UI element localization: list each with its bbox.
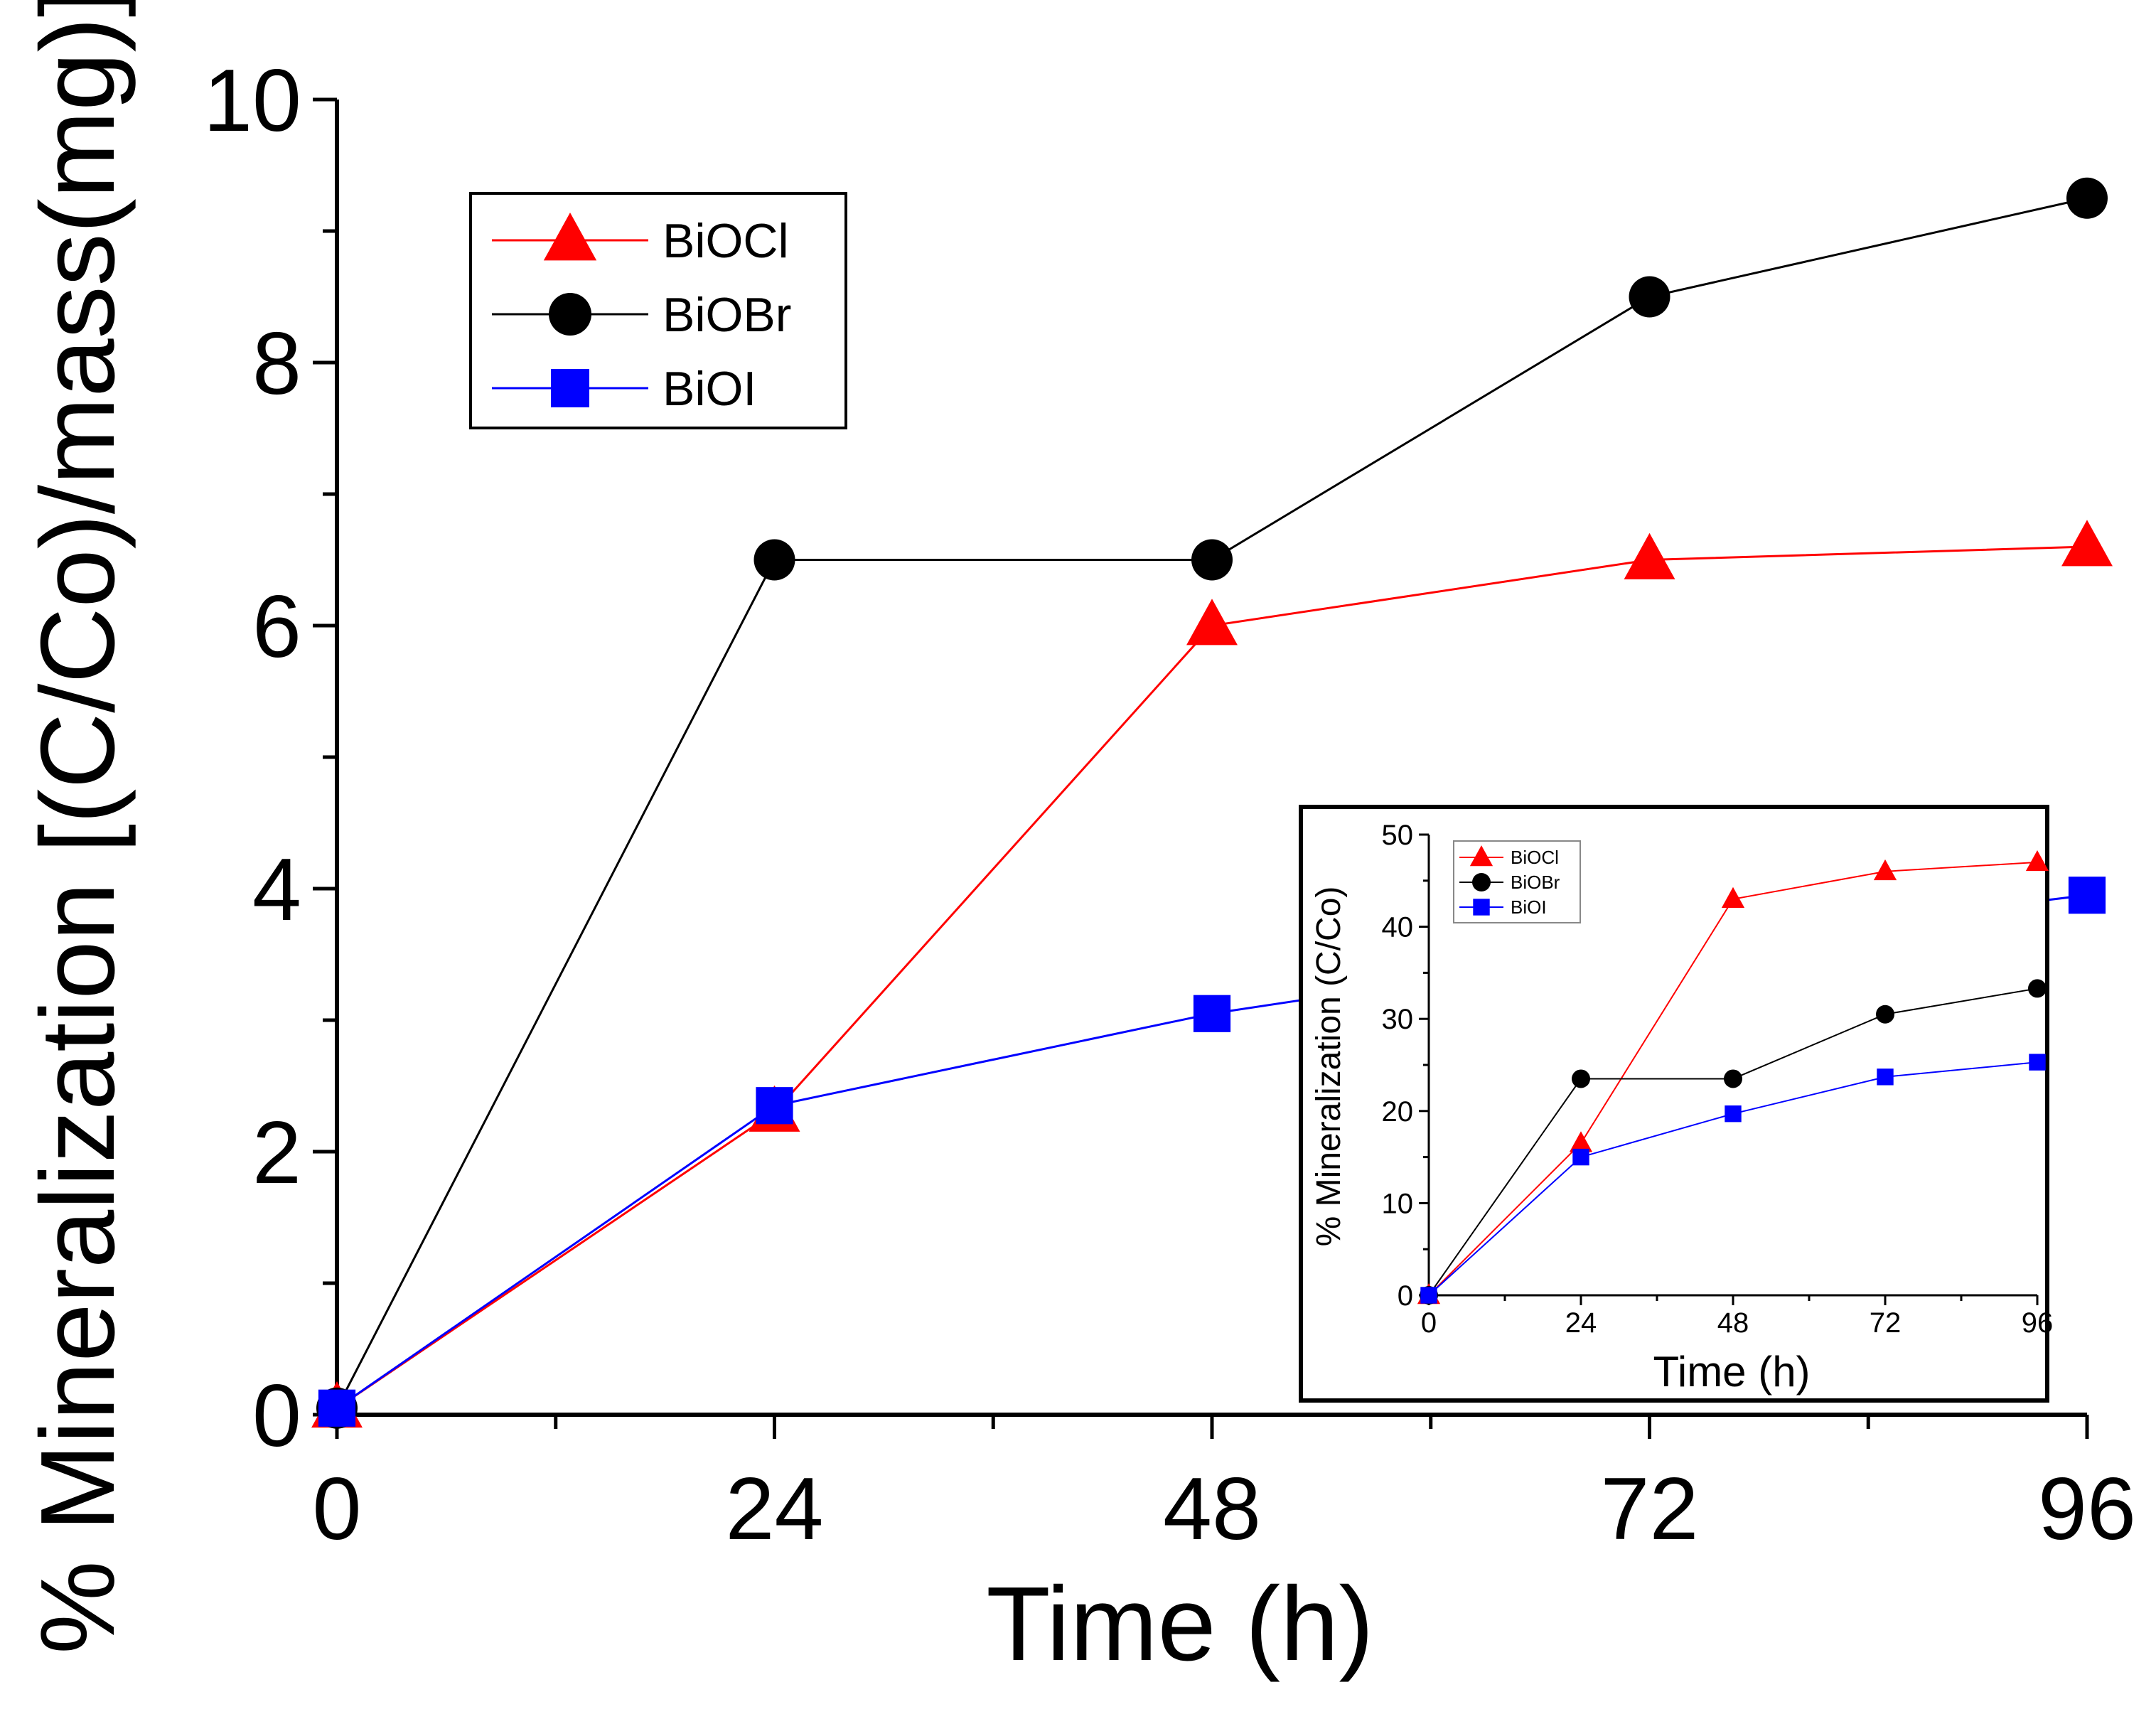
main-bioi-point: [318, 1389, 356, 1427]
main-legend-item-biobr: BiOBr: [492, 288, 791, 342]
inset-bioi-point: [1877, 1068, 1894, 1086]
main-x-tick-label: 0: [313, 1460, 362, 1558]
inset-legend-item-biocl: BiOCl: [1459, 845, 1559, 868]
main-legend-item-bioi: BiOI: [492, 362, 756, 416]
main-biocl-point: [1624, 532, 1675, 579]
inset-x-tick-label: 24: [1565, 1307, 1597, 1339]
inset-biocl-point: [1721, 887, 1745, 909]
inset-legend-marker-bioi: [1473, 899, 1490, 916]
inset-biobr-point: [1724, 1069, 1742, 1088]
inset-biocl-point: [1873, 859, 1897, 881]
inset-x-tick-label: 72: [1870, 1307, 1902, 1339]
inset-y-tick-label: 20: [1382, 1096, 1414, 1128]
inset-y-tick-label: 0: [1398, 1280, 1413, 1312]
main-y-tick-label: 0: [252, 1367, 301, 1465]
inset-bioi-point: [1725, 1105, 1742, 1123]
main-x-tick-label: 48: [1163, 1460, 1261, 1558]
main-legend-marker-biobr: [549, 293, 591, 336]
main-biocl-point: [1186, 599, 1238, 646]
inset-legend-marker-biocl: [1469, 845, 1493, 867]
inset-y-tick-label: 40: [1382, 912, 1414, 943]
inset-legend: BiOCl BiOBr BiOI: [1453, 840, 1581, 923]
main-biobr-point: [2066, 177, 2108, 219]
main-legend-label-biobr: BiOBr: [663, 288, 791, 342]
inset-series-layer: [1417, 850, 2049, 1305]
inset-x-tick-label: 48: [1717, 1307, 1749, 1339]
main-biobr-point: [1629, 276, 1670, 318]
inset-legend-label-bioi: BiOI: [1511, 896, 1547, 918]
main-biobr-point: [753, 539, 795, 581]
main-legend: BiOCl BiOBr BiOI: [469, 192, 847, 429]
inset-legend-item-bioi: BiOI: [1459, 896, 1547, 918]
main-y-axis-title: % Mineralization [(C/Co)/mass(mg)]: [19, 0, 136, 1654]
main-x-tick-label: 96: [2038, 1460, 2136, 1558]
main-legend-label-bioi: BiOI: [663, 362, 756, 416]
inset-y-tick-label: 50: [1382, 820, 1414, 851]
main-biobr-point: [1191, 539, 1233, 581]
inset-legend-marker-biobr: [1472, 873, 1491, 891]
inset-legend-label-biocl: BiOCl: [1511, 847, 1559, 868]
inset-bioi-point: [1572, 1148, 1589, 1166]
inset-legend-label-biobr: BiOBr: [1511, 872, 1560, 893]
inset-biobr-point: [2028, 979, 2047, 998]
inset-biocl-point: [1569, 1131, 1593, 1152]
inset-x-axis-title: Time (h): [1653, 1348, 1810, 1396]
main-x-axis-title: Time (h): [986, 1565, 1373, 1683]
main-legend-marker-biocl: [543, 212, 597, 261]
main-legend-marker-bioi: [551, 369, 589, 407]
main-bioi-point: [756, 1087, 793, 1125]
inset-series-bioi: [1420, 1054, 2046, 1304]
inset-biocl-point: [2025, 850, 2049, 872]
inset-y-axis-title: % Mineralization (C/Co): [1310, 887, 1348, 1247]
main-biocl-point: [2061, 520, 2113, 567]
inset-legend-item-biobr: BiOBr: [1459, 872, 1560, 893]
main-x-tick-label: 24: [726, 1460, 824, 1558]
inset-series-biobr: [1420, 979, 2047, 1305]
main-y-tick-label: 8: [252, 315, 301, 413]
inset-bioi-point: [1420, 1287, 1437, 1304]
main-legend-item-biocl: BiOCl: [492, 212, 789, 268]
main-x-tick-label: 72: [1601, 1460, 1699, 1558]
inset-biobr-point: [1572, 1069, 1590, 1088]
main-bioi-point: [2068, 877, 2106, 914]
inset-x-tick-label: 96: [2022, 1307, 2054, 1339]
main-bioi-point: [1193, 995, 1231, 1032]
inset-y-tick-label: 30: [1382, 1004, 1414, 1035]
inset-plot: 0 10 20 30 40 50 0 24 48 72 96 Time (h) % Minerali…: [1299, 805, 2054, 1403]
inset-axes: 0 10 20 30 40 50 0 24 48 72 96: [1382, 820, 2054, 1339]
main-y-tick-label: 2: [252, 1104, 301, 1202]
inset-bioi-point: [2029, 1054, 2046, 1071]
main-y-tick-label: 4: [252, 841, 301, 939]
main-y-tick-label: 10: [203, 52, 301, 150]
main-legend-label-biocl: BiOCl: [663, 214, 789, 268]
main-y-tick-label: 6: [252, 578, 301, 676]
inset-biobr-point: [1876, 1005, 1894, 1024]
inset-x-tick-label: 0: [1421, 1307, 1437, 1339]
inset-y-tick-label: 10: [1382, 1188, 1414, 1219]
